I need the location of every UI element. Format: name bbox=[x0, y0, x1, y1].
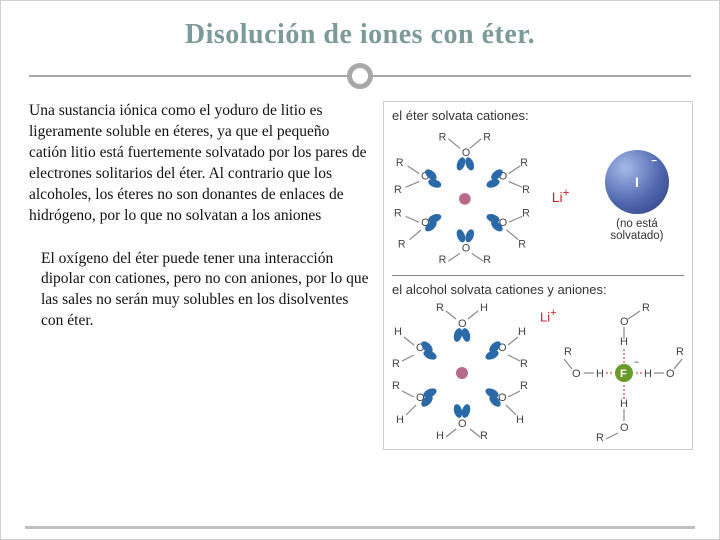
panel-divider bbox=[392, 275, 684, 276]
svg-text:R: R bbox=[480, 430, 488, 441]
svg-text:O: O bbox=[666, 368, 675, 380]
svg-text:H: H bbox=[394, 326, 402, 338]
svg-text:R: R bbox=[676, 346, 684, 358]
svg-text:R: R bbox=[396, 157, 404, 169]
iodide-charge: − bbox=[651, 156, 657, 167]
svg-text:R: R bbox=[392, 358, 400, 370]
svg-text:R: R bbox=[642, 302, 650, 314]
li-charge: + bbox=[563, 187, 570, 200]
svg-text:R: R bbox=[520, 157, 528, 169]
li-symbol-2: Li bbox=[540, 309, 550, 324]
title-rule bbox=[29, 57, 691, 95]
svg-text:R: R bbox=[520, 358, 528, 370]
svg-text:O: O bbox=[620, 422, 629, 434]
svg-text:R: R bbox=[394, 184, 402, 196]
svg-text:R: R bbox=[436, 302, 444, 314]
iodide-block: I − (no está solvatado) bbox=[589, 150, 684, 242]
svg-text:H: H bbox=[596, 368, 604, 380]
li-symbol: Li bbox=[552, 189, 563, 205]
iodide-note: (no está solvatado) bbox=[589, 218, 684, 242]
alcohol-f-diagram: F − H O R H bbox=[564, 301, 684, 441]
text-column: Una sustancia iónica como el yoduro de l… bbox=[29, 101, 369, 450]
ether-li-diagram: O R R O R bbox=[392, 127, 538, 265]
svg-text:H: H bbox=[620, 398, 628, 410]
svg-text:O: O bbox=[462, 242, 470, 254]
svg-text:R: R bbox=[392, 380, 400, 392]
footer-rule bbox=[25, 526, 695, 529]
diagram-panel: el éter solvata cationes: O R bbox=[383, 101, 693, 450]
svg-text:R: R bbox=[596, 432, 604, 441]
alcohol-li-diagram: O R H O H R O bbox=[392, 301, 532, 441]
svg-text:H: H bbox=[396, 414, 404, 426]
accent-circle bbox=[347, 63, 373, 89]
svg-text:R: R bbox=[394, 207, 402, 219]
paragraph-1: Una sustancia iónica como el yoduro de l… bbox=[29, 101, 369, 227]
svg-text:R: R bbox=[522, 207, 530, 219]
li-label-2: Li+ bbox=[540, 307, 556, 324]
svg-text:R: R bbox=[522, 184, 530, 196]
svg-text:R: R bbox=[439, 254, 447, 265]
svg-text:H: H bbox=[436, 430, 444, 441]
svg-text:R: R bbox=[483, 254, 491, 265]
svg-text:H: H bbox=[516, 414, 524, 426]
svg-text:H: H bbox=[480, 302, 488, 314]
li-charge-2: + bbox=[550, 307, 556, 319]
svg-text:O: O bbox=[462, 147, 470, 159]
svg-text:R: R bbox=[518, 238, 526, 250]
svg-text:H: H bbox=[644, 368, 652, 380]
iodide-symbol: I bbox=[635, 174, 639, 190]
svg-text:O: O bbox=[572, 368, 581, 380]
slide-title: Disolución de iones con éter. bbox=[29, 19, 691, 51]
svg-text:H: H bbox=[518, 326, 526, 338]
svg-text:−: − bbox=[634, 357, 639, 367]
svg-text:R: R bbox=[520, 380, 528, 392]
svg-text:O: O bbox=[458, 418, 467, 430]
paragraph-2: El oxígeno del éter puede tener una inte… bbox=[29, 249, 369, 333]
li-label-block: Li+ bbox=[552, 187, 570, 206]
svg-text:F: F bbox=[620, 368, 627, 380]
svg-text:R: R bbox=[439, 132, 447, 144]
iodide-sphere: I − bbox=[605, 150, 669, 214]
svg-text:R: R bbox=[483, 132, 491, 144]
svg-text:R: R bbox=[398, 238, 406, 250]
svg-text:R: R bbox=[564, 346, 572, 358]
svg-text:O: O bbox=[620, 316, 629, 328]
caption-ether: el éter solvata cationes: bbox=[392, 108, 684, 123]
caption-alcohol: el alcohol solvata cationes y aniones: bbox=[392, 282, 684, 297]
